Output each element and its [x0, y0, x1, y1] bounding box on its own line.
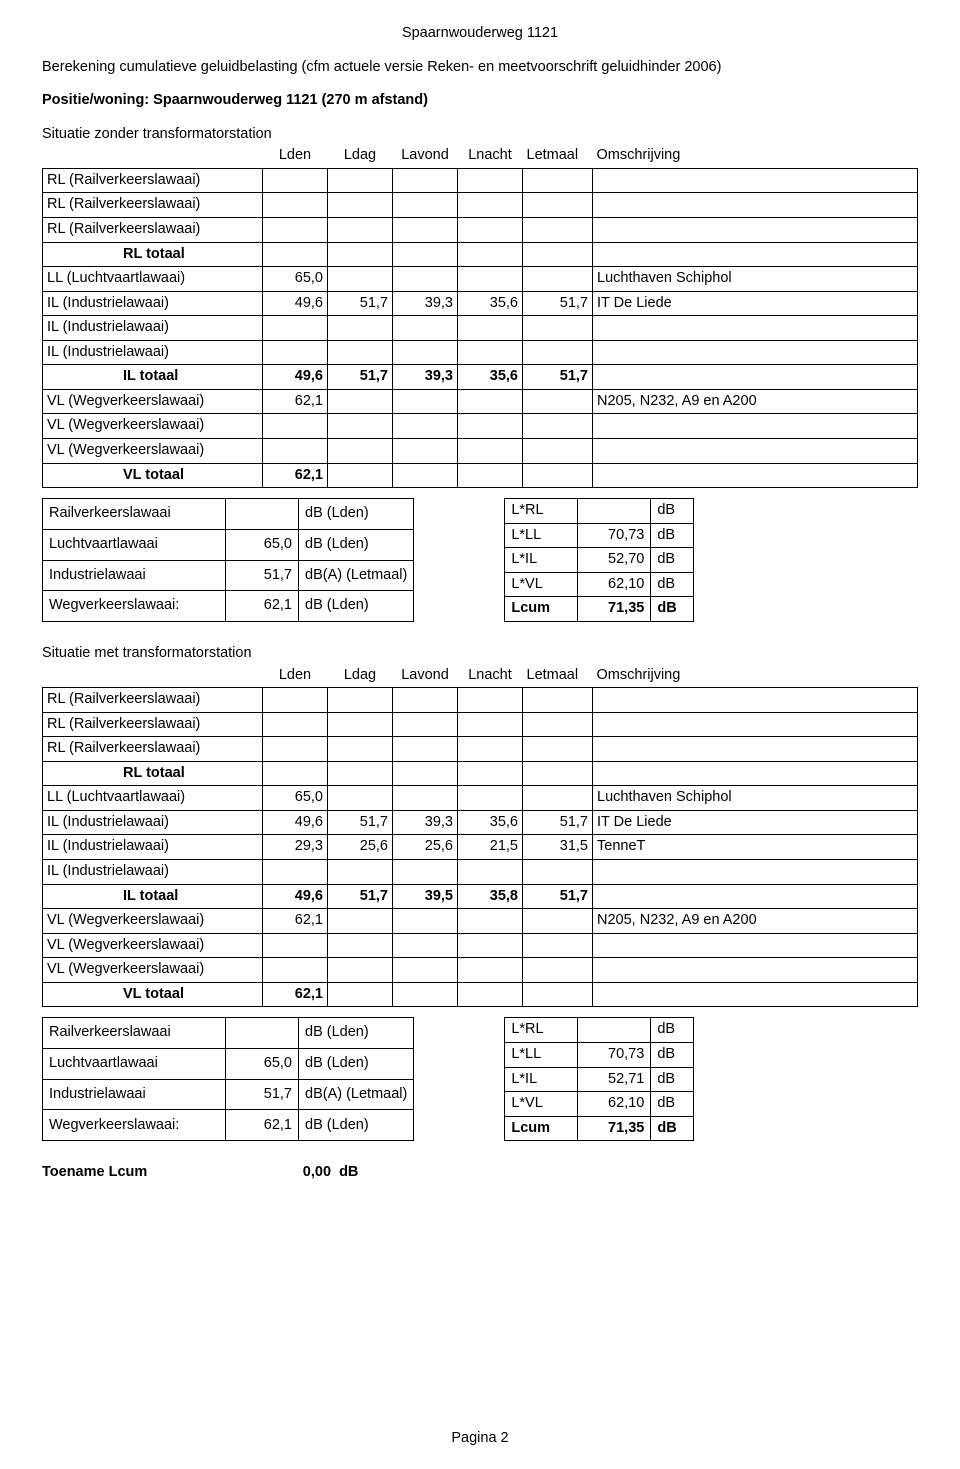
table-row: VL (Wegverkeerslawaai) — [43, 439, 918, 464]
situatie-zonder-title: Situatie zonder transformatorstation — [42, 125, 918, 145]
table-row: RL (Railverkeerslawaai) — [43, 193, 918, 218]
table-row: IL (Industrielawaai) — [43, 860, 918, 885]
table-row: Lden Ldag Lavond Lnacht Letmaal Omschrij… — [43, 664, 918, 688]
table-row: VL (Wegverkeerslawaai)62,1N205, N232, A9… — [43, 389, 918, 414]
table-row: VL totaal62,1 — [43, 982, 918, 1007]
table-row: RL (Railverkeerslawaai) — [43, 712, 918, 737]
summary-left: RailverkeerslawaaidB (Lden) Luchtvaartla… — [42, 498, 414, 622]
table-row: RL totaal — [43, 761, 918, 786]
table-row: VL totaal62,1 — [43, 463, 918, 488]
intro: Berekening cumulatieve geluidbelasting (… — [42, 58, 918, 78]
table-row: RL (Railverkeerslawaai) — [43, 217, 918, 242]
table-row: IL (Industrielawaai) — [43, 340, 918, 365]
table-met: Lden Ldag Lavond Lnacht Letmaal Omschrij… — [42, 664, 918, 1008]
table-row: RL (Railverkeerslawaai) — [43, 688, 918, 713]
table-zonder: Lden Ldag Lavond Lnacht Letmaal Omschrij… — [42, 144, 918, 488]
table-row: LL (Luchtvaartlawaai)65,0Luchthaven Schi… — [43, 786, 918, 811]
situatie-met-title: Situatie met transformatorstation — [42, 644, 918, 664]
header-title: Spaarnwouderweg 1121 — [42, 24, 918, 44]
summary-right-met: L*RLdB L*LL70,73dB L*IL52,71dB L*VL62,10… — [504, 1017, 694, 1141]
footer: Pagina 2 — [0, 1429, 960, 1449]
table-row: VL (Wegverkeerslawaai) — [43, 958, 918, 983]
summary-right: L*RLdB L*LL70,73dB L*IL52,70dB L*VL62,10… — [504, 498, 694, 622]
table-row: IL totaal49,651,739,535,851,7 — [43, 884, 918, 909]
table-row: IL (Industrielawaai)49,651,739,335,651,7… — [43, 810, 918, 835]
summary-met: RailverkeerslawaaidB (Lden) Luchtvaartla… — [42, 1017, 918, 1141]
table-row: Lden Ldag Lavond Lnacht Letmaal Omschrij… — [43, 144, 918, 168]
table-row: RL (Railverkeerslawaai) — [43, 737, 918, 762]
table-row: VL (Wegverkeerslawaai) — [43, 933, 918, 958]
toename: Toename Lcum 0,00 dB — [42, 1163, 918, 1183]
table-row: RL (Railverkeerslawaai) — [43, 168, 918, 193]
positie: Positie/woning: Spaarnwouderweg 1121 (27… — [42, 91, 918, 111]
table-row: IL (Industrielawaai)49,651,739,335,651,7… — [43, 291, 918, 316]
summary-left-met: RailverkeerslawaaidB (Lden) Luchtvaartla… — [42, 1017, 414, 1141]
table-row: VL (Wegverkeerslawaai) — [43, 414, 918, 439]
table-row: VL (Wegverkeerslawaai)62,1N205, N232, A9… — [43, 909, 918, 934]
summary-zonder: RailverkeerslawaaidB (Lden) Luchtvaartla… — [42, 498, 918, 622]
table-row: IL (Industrielawaai) — [43, 316, 918, 341]
table-row: IL (Industrielawaai)29,325,625,621,531,5… — [43, 835, 918, 860]
table-row: IL totaal49,651,739,335,651,7 — [43, 365, 918, 390]
table-row: LL (Luchtvaartlawaai)65,0Luchthaven Schi… — [43, 267, 918, 292]
page: Spaarnwouderweg 1121 Berekening cumulati… — [0, 0, 960, 1469]
table-row: RL totaal — [43, 242, 918, 267]
